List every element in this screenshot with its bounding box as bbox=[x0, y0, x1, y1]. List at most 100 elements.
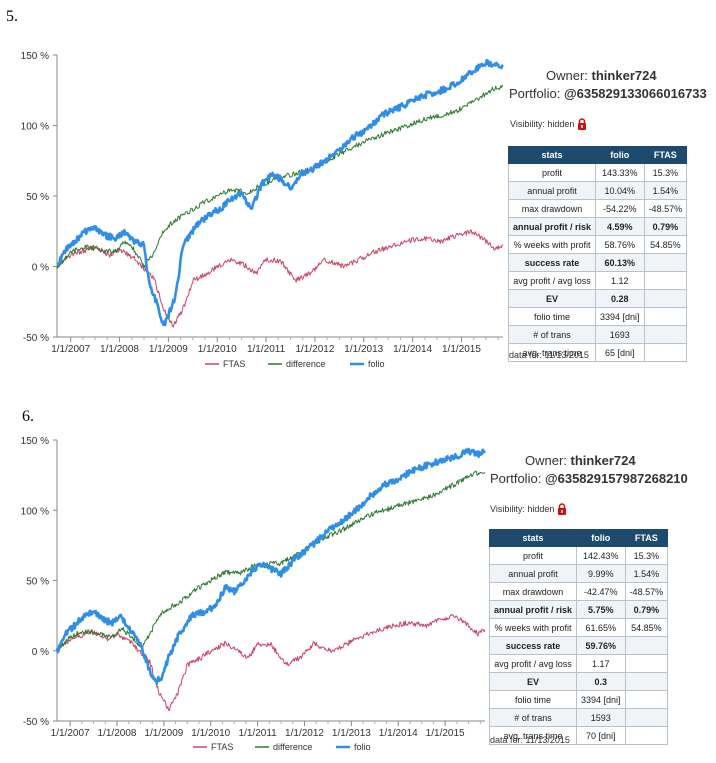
stats-row: annual profit 9.99% 1.54% bbox=[488, 564, 669, 583]
stats-cell-label: annual profit bbox=[507, 181, 597, 200]
stats-row: folio time 3394 [dni] bbox=[507, 307, 688, 326]
stats-cell-empty bbox=[643, 289, 688, 308]
stats-cell-label: annual profit bbox=[488, 564, 578, 583]
stats-cell-empty bbox=[643, 271, 688, 290]
stats-cell-label: folio time bbox=[507, 307, 597, 326]
portfolio-label: Portfolio: bbox=[490, 471, 542, 486]
visibility-text: Visibility: hidden bbox=[490, 504, 555, 514]
y-tick-label: 100 % bbox=[21, 122, 49, 133]
portfolio-id[interactable]: @635829133066016733 bbox=[563, 86, 707, 101]
legend-label-ftas[interactable]: FTAS bbox=[211, 742, 233, 752]
stats-header-0: stats bbox=[507, 146, 597, 164]
legend-label-difference[interactable]: difference bbox=[273, 742, 312, 752]
x-tick-label: 1/1/2012 bbox=[285, 728, 324, 739]
panel-5-portfolio: Portfolio: @635829133066016733 bbox=[509, 86, 707, 101]
legend-label-folio[interactable]: folio bbox=[368, 359, 385, 369]
x-tick-label: 1/1/2007 bbox=[51, 728, 90, 739]
stats-row: # of trans 1693 bbox=[507, 325, 688, 344]
stats-row: % weeks with profit 58.76% 54.85% bbox=[507, 235, 688, 254]
stats-cell-label: % weeks with profit bbox=[488, 618, 578, 637]
stats-cell-label: annual profit / risk bbox=[488, 600, 578, 619]
x-tick-label: 1/1/2008 bbox=[100, 344, 139, 355]
owner-name[interactable]: thinker724 bbox=[591, 68, 657, 83]
stats-row: folio time 3394 [dni] bbox=[488, 690, 669, 709]
stats-cell-folio: 5.75% bbox=[576, 600, 626, 619]
stats-cell-label: profit bbox=[507, 163, 597, 182]
y-tick-label: 0 % bbox=[32, 263, 49, 274]
stats-cell-ftas: -48.57% bbox=[643, 199, 688, 218]
stats-cell-ftas: 0.79% bbox=[643, 217, 688, 236]
lock-icon[interactable] bbox=[557, 503, 567, 515]
stats-cell-label: success rate bbox=[507, 253, 597, 272]
stats-cell-label: EV bbox=[507, 289, 597, 308]
stats-cell-folio: 0.3 bbox=[576, 672, 626, 691]
owner-name[interactable]: thinker724 bbox=[570, 453, 636, 468]
stats-cell-ftas: 54.85% bbox=[624, 618, 669, 637]
y-tick-label: 50 % bbox=[26, 192, 49, 203]
stats-row: success rate 60.13% bbox=[507, 253, 688, 272]
panel-5-data-for: data for: 11/13/2015 bbox=[509, 350, 589, 360]
portfolio-id[interactable]: @635829157987268210 bbox=[544, 471, 688, 486]
panel-6-number: 6. bbox=[22, 408, 34, 425]
x-tick-label: 1/1/2014 bbox=[393, 344, 432, 355]
panel-5-number: 5. bbox=[6, 8, 18, 25]
lock-icon[interactable] bbox=[577, 118, 587, 130]
stats-cell-folio: 3394 [dni] bbox=[576, 690, 626, 709]
stats-cell-folio: 59.76% bbox=[576, 636, 626, 655]
stats-row: profit 143.33% 15.3% bbox=[507, 163, 688, 182]
panel-6-data-for: data for: 11/13/2015 bbox=[490, 735, 570, 745]
stats-header-1: folio bbox=[576, 529, 626, 547]
y-tick-label: -50 % bbox=[23, 333, 49, 344]
stats-cell-folio: 143.33% bbox=[595, 163, 645, 182]
visibility-text: Visibility: hidden bbox=[510, 119, 575, 129]
stats-cell-empty bbox=[624, 690, 669, 709]
stats-cell-folio: 1.17 bbox=[576, 654, 626, 673]
owner-label: Owner: bbox=[525, 453, 567, 468]
stats-row: success rate 59.76% bbox=[488, 636, 669, 655]
stats-cell-label: EV bbox=[488, 672, 578, 691]
series-line-folio bbox=[56, 58, 504, 327]
stats-cell-label: avg profit / avg loss bbox=[488, 654, 578, 673]
y-tick-label: 100 % bbox=[21, 506, 49, 517]
stats-header-2: FTAS bbox=[643, 146, 688, 164]
stats-cell-empty bbox=[624, 726, 669, 745]
stats-row: profit 142.43% 15.3% bbox=[488, 546, 669, 565]
stats-cell-folio: 0.28 bbox=[595, 289, 645, 308]
panel-6-visibility: Visibility: hidden bbox=[490, 503, 567, 515]
stats-cell-folio: 1.12 bbox=[595, 271, 645, 290]
stats-cell-label: annual profit / risk bbox=[507, 217, 597, 236]
panel-5-stats-table: stats folio FTAS profit 143.33% 15.3% annual p… bbox=[507, 146, 688, 362]
owner-label: Owner: bbox=[546, 68, 588, 83]
portfolio-label: Portfolio: bbox=[509, 86, 561, 101]
stats-cell-ftas: 1.54% bbox=[643, 181, 688, 200]
stats-cell-folio: 4.59% bbox=[595, 217, 645, 236]
x-tick-label: 1/1/2013 bbox=[332, 728, 371, 739]
stats-cell-empty bbox=[643, 307, 688, 326]
stats-cell-empty bbox=[624, 708, 669, 727]
legend-label-ftas[interactable]: FTAS bbox=[223, 359, 245, 369]
stats-cell-folio: 1693 bbox=[595, 325, 645, 344]
stats-cell-empty bbox=[643, 343, 688, 362]
stats-cell-folio: 60.13% bbox=[595, 253, 645, 272]
x-tick-label: 1/1/2014 bbox=[379, 728, 418, 739]
panel-6-owner: Owner: thinker724 bbox=[525, 453, 636, 468]
panel-6-portfolio: Portfolio: @635829157987268210 bbox=[490, 471, 688, 486]
y-tick-label: 50 % bbox=[26, 577, 49, 588]
stats-cell-folio: -42.47% bbox=[576, 582, 626, 601]
series-line-ftas bbox=[56, 229, 504, 328]
legend-label-difference[interactable]: difference bbox=[286, 359, 325, 369]
legend-label-folio[interactable]: folio bbox=[354, 742, 371, 752]
x-tick-label: 1/1/2013 bbox=[344, 344, 383, 355]
stats-cell-label: success rate bbox=[488, 636, 578, 655]
stats-cell-folio: 9.99% bbox=[576, 564, 626, 583]
stats-cell-folio: 70 [dni] bbox=[576, 726, 626, 745]
y-tick-label: 150 % bbox=[21, 51, 49, 62]
y-tick-label: 0 % bbox=[32, 647, 49, 658]
stats-cell-folio: 10.04% bbox=[595, 181, 645, 200]
x-tick-label: 1/1/2009 bbox=[144, 728, 183, 739]
panel-6-stats-table: stats folio FTAS profit 142.43% 15.3% annual p… bbox=[488, 529, 669, 745]
stats-row: max drawdown -42.47% -48.57% bbox=[488, 582, 669, 601]
stats-cell-label: max drawdown bbox=[507, 199, 597, 218]
stats-header-1: folio bbox=[595, 146, 645, 164]
x-tick-label: 1/1/2009 bbox=[149, 344, 188, 355]
